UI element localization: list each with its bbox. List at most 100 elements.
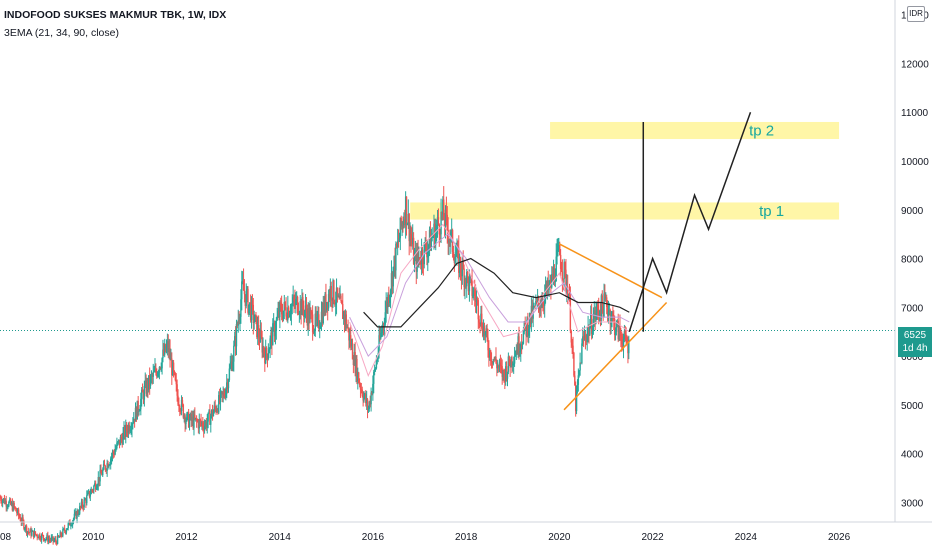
candle-body xyxy=(12,503,14,511)
candle-body xyxy=(334,303,337,305)
candle-body xyxy=(574,375,576,386)
candle-body xyxy=(226,382,229,389)
candle-body xyxy=(40,538,42,541)
candle-body xyxy=(396,240,399,247)
candle-body xyxy=(49,539,52,541)
candle-body xyxy=(590,313,592,327)
candle-body xyxy=(350,335,352,347)
candle-body xyxy=(562,278,564,280)
candle-body xyxy=(627,344,629,354)
last-price-badge: 6525 1d 4h xyxy=(898,327,932,357)
candle-body xyxy=(310,311,312,313)
candle-body xyxy=(328,294,331,299)
candle-body xyxy=(357,372,360,384)
candle-body xyxy=(186,413,188,421)
candle-body xyxy=(390,273,393,291)
candle-body xyxy=(53,540,55,542)
candle-body xyxy=(347,327,349,329)
candle-body xyxy=(498,362,501,367)
candle-body xyxy=(283,302,286,311)
candle-body xyxy=(215,407,217,412)
candle-body xyxy=(63,528,65,530)
candle-body xyxy=(193,414,195,428)
y-tick-label: 3000 xyxy=(901,498,924,509)
candle-body xyxy=(220,391,223,393)
candle-body xyxy=(398,238,401,242)
candle-body xyxy=(74,511,76,514)
candle-body xyxy=(430,237,433,251)
candle-body xyxy=(338,295,340,299)
candle-body xyxy=(301,296,303,315)
last-price-value: 6525 xyxy=(903,330,927,341)
candle-body xyxy=(438,224,440,235)
candle-body xyxy=(600,295,603,319)
candle-body xyxy=(522,331,525,344)
candle-body xyxy=(17,509,19,514)
candle-body xyxy=(229,365,231,369)
candle-body xyxy=(131,424,133,430)
candle-body xyxy=(14,506,16,508)
candle-body xyxy=(164,344,167,352)
candle-body xyxy=(368,401,371,409)
candle-body xyxy=(329,286,332,299)
candle-body xyxy=(369,401,371,405)
candle-body xyxy=(396,243,398,247)
candle-body xyxy=(62,529,64,536)
candle-body xyxy=(204,421,207,426)
candle-body xyxy=(557,249,559,251)
candle-body xyxy=(492,358,495,364)
candle-body xyxy=(383,324,386,326)
candle-body xyxy=(96,485,99,488)
indicator-legend[interactable]: 3EMA (21, 34, 90, close) xyxy=(4,27,119,39)
candle-body xyxy=(502,369,504,377)
candle-body xyxy=(411,238,413,245)
candle-body xyxy=(458,257,461,273)
candle-body xyxy=(64,530,67,533)
candle-body xyxy=(85,499,87,504)
candle-body xyxy=(591,331,594,334)
candle-body xyxy=(458,247,460,273)
candle-body xyxy=(109,464,111,466)
candle-body xyxy=(536,297,539,302)
candle-body xyxy=(274,330,277,337)
candle-body xyxy=(247,288,249,313)
candle-body xyxy=(133,418,135,423)
candle-body xyxy=(56,535,59,544)
candle-body xyxy=(242,280,245,291)
candle-body xyxy=(385,301,387,313)
candle-body xyxy=(249,302,252,321)
candle-body xyxy=(284,302,286,308)
candle-body xyxy=(624,330,626,335)
candle-body xyxy=(129,429,131,432)
candle-body xyxy=(311,314,314,333)
candle-body xyxy=(173,371,176,374)
candle-body xyxy=(154,367,156,372)
candle-body xyxy=(559,254,562,269)
candle-body xyxy=(175,380,177,385)
candle-body xyxy=(277,310,279,317)
candle-body xyxy=(535,300,537,308)
candle-body xyxy=(233,345,235,362)
candle-body xyxy=(487,337,489,351)
candle-body xyxy=(319,328,321,330)
candle-body xyxy=(419,262,422,265)
candle-body xyxy=(157,372,160,374)
candle-body xyxy=(26,531,29,534)
candle-body xyxy=(275,319,278,331)
candle-body xyxy=(604,293,606,299)
candle-body xyxy=(602,306,604,317)
candle-body xyxy=(99,469,101,482)
candle-body xyxy=(618,324,620,340)
candle-body xyxy=(134,407,137,422)
candle-body xyxy=(622,339,625,348)
candle-body xyxy=(187,412,189,414)
candle-body xyxy=(409,233,411,242)
candle-body xyxy=(253,321,255,323)
candle-body xyxy=(273,323,276,337)
candle-body xyxy=(422,262,425,265)
candle-body xyxy=(541,301,543,308)
candle-body xyxy=(440,211,442,235)
candle-body xyxy=(350,343,353,347)
candle-body xyxy=(379,335,381,339)
